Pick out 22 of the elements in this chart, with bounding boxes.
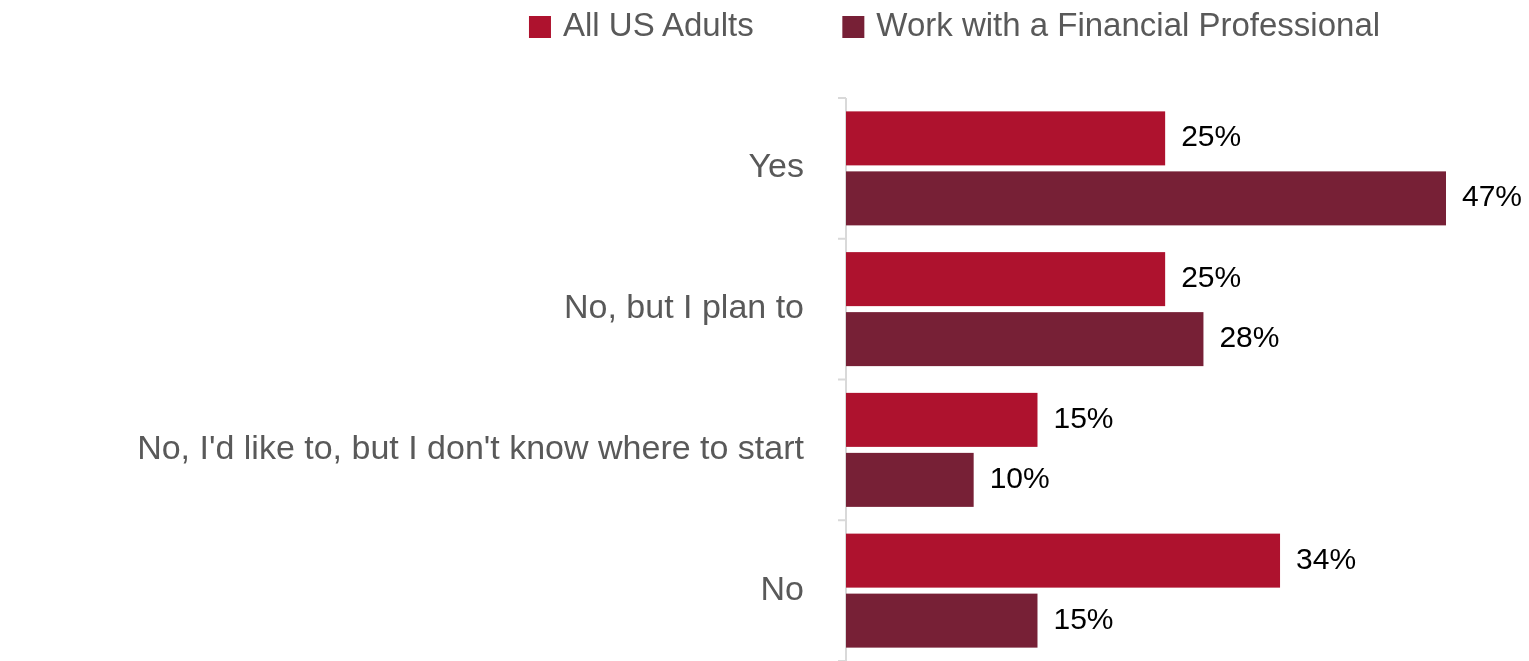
y-tick-label: No, I'd like to, but I don't know where to start [137, 427, 805, 466]
bar [846, 252, 1166, 307]
bar [846, 312, 1204, 367]
legend-label: All US Adults [562, 5, 754, 43]
bar [846, 392, 1038, 447]
data-label: 15% [1053, 601, 1114, 635]
y-tick-label: Yes [748, 146, 804, 185]
data-label: 15% [1053, 400, 1114, 434]
data-label: 25% [1181, 119, 1242, 153]
y-tick-label: No, but I plan to [563, 287, 804, 326]
bar [846, 452, 974, 507]
data-label: 47% [1462, 179, 1523, 213]
data-label: 28% [1219, 320, 1280, 354]
data-label: 34% [1296, 541, 1357, 575]
bar [846, 593, 1038, 648]
data-label: 10% [989, 460, 1050, 494]
bar [846, 171, 1446, 226]
y-tick-label: No [760, 568, 804, 607]
data-label: 25% [1181, 260, 1242, 294]
bar [846, 533, 1281, 588]
bar [846, 111, 1166, 166]
legend-label: Work with a Financial Professional [876, 5, 1381, 43]
